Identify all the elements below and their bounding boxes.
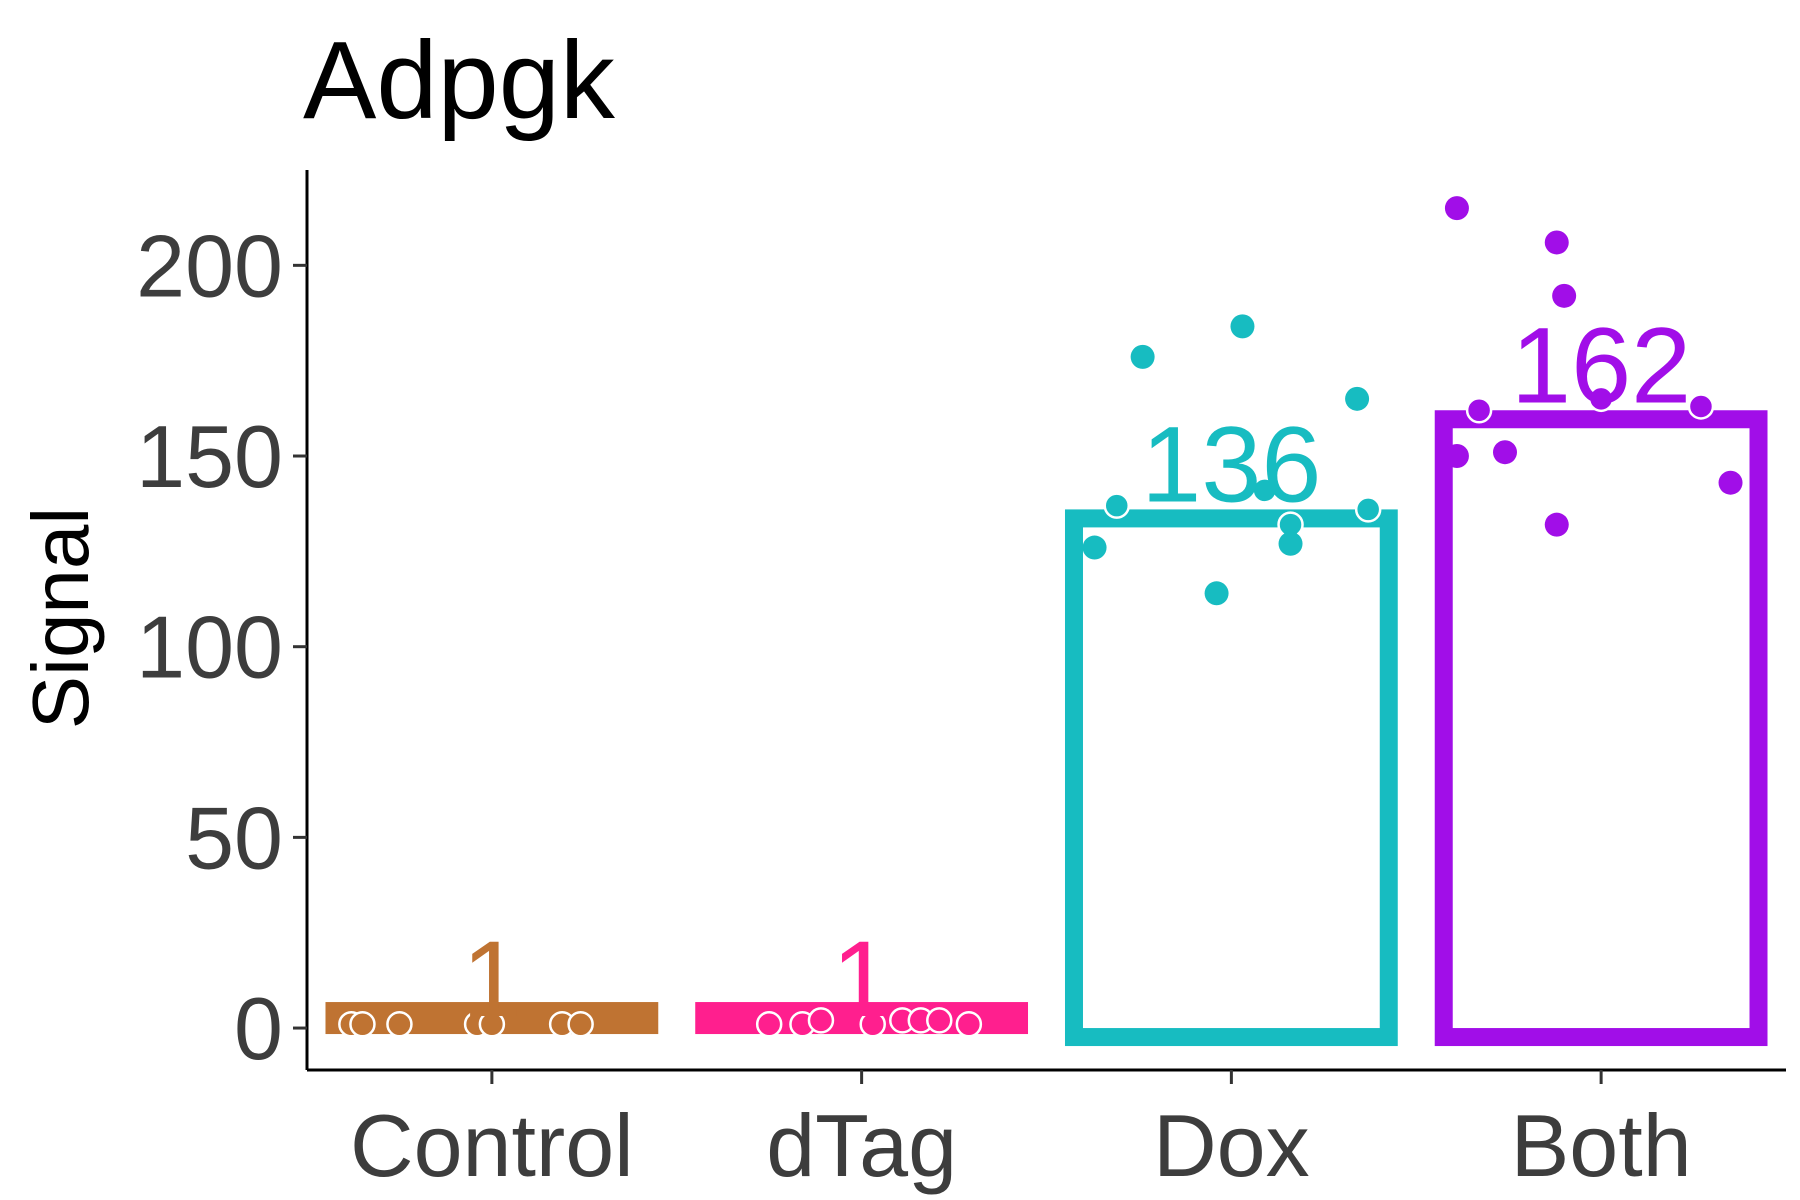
point-both-1 xyxy=(1444,444,1469,469)
x-ticks: Control dTag Dox Both xyxy=(350,1070,1692,1195)
y-tick-label-200: 200 xyxy=(136,216,283,315)
y-tick-label-50: 50 xyxy=(185,788,283,887)
point-both-4 xyxy=(1544,230,1569,255)
point-dtag-3 xyxy=(859,1010,886,1038)
point-dox-7 xyxy=(1278,531,1303,556)
point-control-1 xyxy=(349,1010,376,1038)
point-dox-0 xyxy=(1082,535,1107,560)
x-tick-label-dtag: dTag xyxy=(766,1096,957,1195)
point-dox-8 xyxy=(1345,386,1370,411)
point-control-4 xyxy=(478,1010,506,1038)
y-ticks: 0 50 100 150 200 xyxy=(136,216,307,1078)
point-dtag-7 xyxy=(955,1010,983,1038)
point-dtag-0 xyxy=(755,1010,783,1038)
value-label-dox: 136 xyxy=(1141,403,1321,524)
y-tick-label-150: 150 xyxy=(136,407,283,506)
point-both-9 xyxy=(1718,470,1743,495)
value-labels-layer: 1 1 136 162 xyxy=(462,304,1691,1039)
point-both-8 xyxy=(1687,393,1715,420)
value-label-dtag: 1 xyxy=(832,918,892,1039)
point-both-7 xyxy=(1587,385,1615,413)
point-control-6 xyxy=(567,1010,594,1038)
point-both-6 xyxy=(1552,283,1577,308)
point-dox-4 xyxy=(1230,314,1255,339)
chart-title: Adpgk xyxy=(303,19,616,142)
x-tick-label-dox: Dox xyxy=(1153,1096,1310,1195)
point-dox-5 xyxy=(1251,477,1278,504)
bar-dox xyxy=(1064,509,1398,1047)
value-label-both: 162 xyxy=(1511,304,1691,425)
point-dtag-2 xyxy=(807,1007,835,1034)
point-both-0 xyxy=(1444,196,1469,221)
point-control-2 xyxy=(386,1010,413,1038)
y-tick-label-100: 100 xyxy=(136,598,283,697)
point-both-5 xyxy=(1544,512,1569,537)
x-tick-label-both: Both xyxy=(1511,1096,1692,1195)
point-both-3 xyxy=(1492,440,1517,465)
point-both-2 xyxy=(1465,397,1493,424)
x-tick-label-control: Control xyxy=(350,1096,634,1195)
value-label-control: 1 xyxy=(462,918,522,1039)
point-dox-1 xyxy=(1103,492,1131,519)
point-dox-9 xyxy=(1354,496,1382,523)
y-tick-label-0: 0 xyxy=(234,979,283,1078)
bars-layer xyxy=(325,410,1768,1047)
y-axis-title: Signal xyxy=(16,507,105,729)
point-dox-2 xyxy=(1130,344,1155,369)
points-layer xyxy=(338,196,1743,1038)
axes-layer xyxy=(305,170,1786,1072)
point-dox-3 xyxy=(1204,581,1229,606)
bar-both xyxy=(1434,410,1768,1047)
point-dtag-6 xyxy=(926,1007,953,1034)
